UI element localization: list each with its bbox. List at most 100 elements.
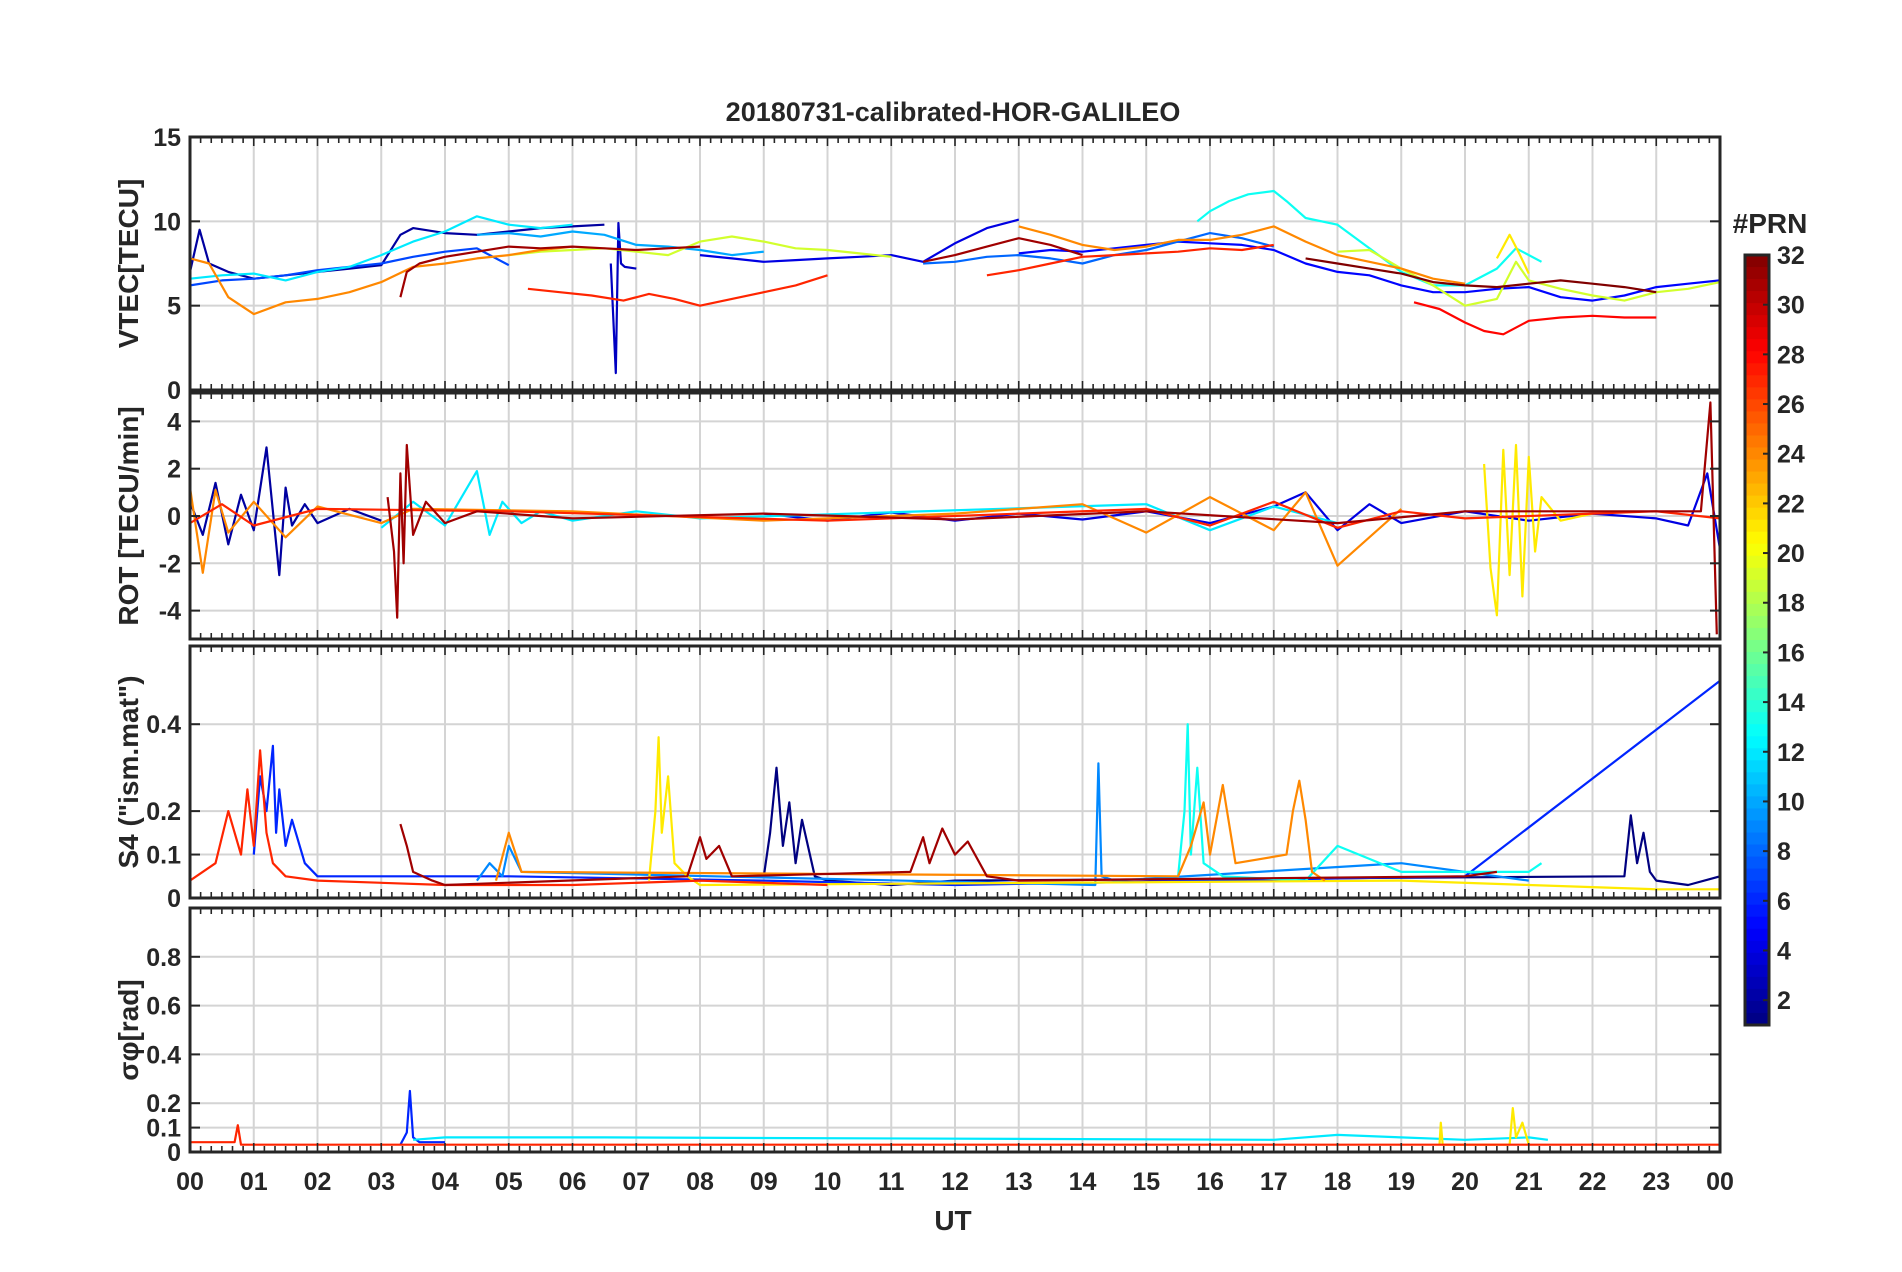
y-tick-label: 4 [167,408,181,436]
colorbar-segment [1745,664,1769,677]
colorbar-segment [1745,423,1769,437]
colorbar-segment [1745,483,1769,497]
series-line-prn-27 [190,1124,1720,1146]
colorbar-tick-label: 8 [1777,838,1791,866]
x-tick-label: 17 [1260,1168,1288,1196]
y-tick-label: 5 [167,293,181,321]
series-line-prn-21 [1495,233,1530,275]
series-group [190,189,1720,375]
panel-frame [188,906,1722,1154]
colorbar-segment [1745,784,1769,798]
colorbar-segment [1745,615,1769,629]
colorbar-segment [1745,459,1769,473]
y-tick-label: 15 [153,124,181,152]
colorbar-segment [1745,856,1769,870]
x-tick-label: 01 [240,1168,268,1196]
colorbar-segment [1745,676,1769,689]
colorbar-segment [1745,603,1769,617]
series-line-prn-27 [190,500,1720,529]
x-tick-label: 20 [1451,1168,1479,1196]
colorbar-segment [1745,627,1769,641]
series-line-prn-27 [527,274,828,307]
y-axis-label: σφ[rad] [113,979,144,1080]
colorbar-segment [1745,976,1769,990]
y-axis-label: VTEC[TECU] [113,179,144,349]
colorbar-segment [1745,760,1769,773]
colorbar-tick-label: 14 [1777,689,1805,717]
series-line-prn-12 [413,1133,1549,1141]
y-tick-label: 0.4 [146,711,181,739]
series-line-prn-31 [922,237,1083,263]
x-axis-label: UT [934,1205,971,1236]
series-line-prn-32 [1305,257,1657,294]
x-tick-label: 04 [431,1168,459,1196]
colorbar-segment [1745,808,1769,822]
series-line-prn-21 [1483,443,1593,617]
colorbar-segment [1745,640,1769,653]
x-tick-label: 08 [686,1168,714,1196]
colorbar-tick-label: 6 [1777,888,1791,916]
colorbar-segment [1745,387,1769,400]
colorbar-segment [1745,579,1769,593]
colorbar-segment [1745,339,1769,352]
series-line-prn-31 [399,245,701,298]
series-line-prn-5 [1018,240,1720,302]
colorbar-tick-label: 4 [1777,937,1791,965]
y-tick-label: 0.1 [146,1115,181,1143]
colorbar-segment [1745,928,1769,942]
colorbar-segment [1745,591,1769,605]
y-tick-label: 2 [167,456,181,484]
series-line-prn-2 [190,446,382,577]
y-tick-label: 10 [153,208,181,236]
colorbar-segment [1745,291,1769,304]
colorbar-tick-label: 10 [1777,788,1805,816]
colorbar-tick-label: 16 [1777,639,1805,667]
y-tick-label: 0.4 [146,1041,181,1069]
series-line-prn-6 [399,1089,445,1146]
colorbar-segment [1745,267,1769,280]
series-line-prn-24 [190,245,573,316]
colorbar-segment [1745,519,1769,533]
y-axis-label: ROT [TECU/min] [113,406,144,625]
y-axis-label: S4 ("ism.mat") [113,675,144,868]
colorbar-segment [1745,748,1769,761]
colorbar-segment [1745,844,1769,858]
colorbar-segment [1745,724,1769,737]
colorbar-segment [1745,327,1769,340]
colorbar-segment [1745,507,1769,521]
x-tick-label: 00 [176,1168,204,1196]
x-tick-label: 21 [1515,1168,1543,1196]
series-group [190,1089,1720,1146]
series-line-prn-24 [190,487,1403,574]
colorbar-segment [1745,471,1769,485]
y-tick-label: 0 [167,377,181,405]
y-tick-label: -4 [159,598,181,626]
series-line-prn-3 [609,221,637,375]
chart-title: 20180731-calibrated-HOR-GALILEO [726,97,1181,127]
colorbar-tick-label: 18 [1777,590,1805,618]
colorbar-tick-label: 2 [1777,987,1791,1015]
y-tick-label: 0.2 [146,1090,181,1118]
panel-frame [188,391,1722,641]
x-tick-label: 13 [1005,1168,1033,1196]
colorbar-segment [1745,303,1769,316]
colorbar-segment [1745,411,1769,425]
colorbar-label: #PRN [1733,208,1808,239]
series-line-prn-19 [508,235,892,258]
colorbar-segment [1745,868,1769,882]
panel-sigma_phi: 00.10.2 0.4 0.6 0.8σφ[rad] [113,906,1722,1167]
colorbar-segment [1745,796,1769,810]
colorbar-segment [1745,375,1769,388]
x-tick-label: 23 [1642,1168,1670,1196]
series-line-prn-4 [699,218,1020,263]
x-tick-label: 19 [1387,1168,1415,1196]
colorbar-segment [1745,435,1769,449]
colorbar-segment [1745,531,1769,545]
colorbar-segment [1745,399,1769,413]
series-line-prn-24 [1018,225,1466,285]
y-tick-label: 0 [167,503,181,531]
colorbar-segment [1745,700,1769,713]
panel-frame [188,135,1722,392]
colorbar-segment [1745,772,1769,785]
